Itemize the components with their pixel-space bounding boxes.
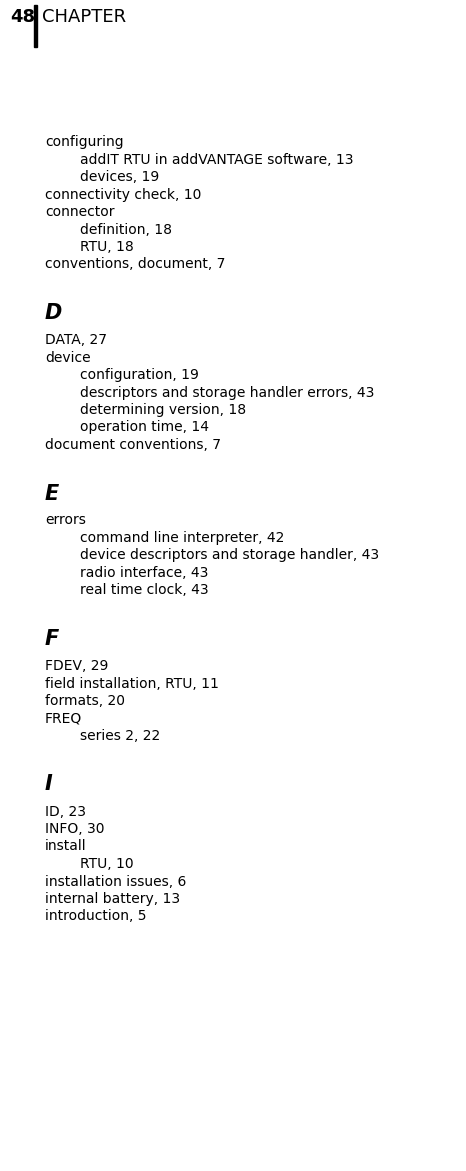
Text: FDEV, 29: FDEV, 29 [45,659,109,673]
Text: internal battery, 13: internal battery, 13 [45,892,180,906]
Text: real time clock, 43: real time clock, 43 [80,583,209,597]
Text: series 2, 22: series 2, 22 [80,730,160,744]
Text: installation issues, 6: installation issues, 6 [45,875,186,889]
Text: INFO, 30: INFO, 30 [45,822,104,836]
Text: connectivity check, 10: connectivity check, 10 [45,187,201,201]
Text: determining version, 18: determining version, 18 [80,403,246,417]
Text: operation time, 14: operation time, 14 [80,420,209,434]
Text: install: install [45,840,87,854]
Text: RTU, 10: RTU, 10 [80,857,134,871]
Text: DATA, 27: DATA, 27 [45,333,107,347]
Text: 48: 48 [10,8,35,26]
Text: device: device [45,350,90,364]
Text: command line interpreter, 42: command line interpreter, 42 [80,530,284,545]
Text: descriptors and storage handler errors, 43: descriptors and storage handler errors, … [80,385,374,399]
Text: D: D [45,303,62,323]
Text: radio interface, 43: radio interface, 43 [80,566,208,580]
Text: I: I [45,774,53,794]
Text: E: E [45,484,59,504]
Text: conventions, document, 7: conventions, document, 7 [45,258,226,272]
Text: CHAPTER: CHAPTER [42,8,126,26]
Text: errors: errors [45,514,86,527]
Text: formats, 20: formats, 20 [45,694,125,708]
Bar [34,5,36,47]
Text: addIT RTU in addVANTAGE software, 13: addIT RTU in addVANTAGE software, 13 [80,152,354,166]
Text: FREQ: FREQ [45,712,82,726]
Text: document conventions, 7: document conventions, 7 [45,438,221,452]
Text: F: F [45,629,59,649]
Text: connector: connector [45,205,115,219]
Text: configuration, 19: configuration, 19 [80,368,199,382]
Text: configuring: configuring [45,135,123,149]
Text: introduction, 5: introduction, 5 [45,910,146,924]
Text: devices, 19: devices, 19 [80,170,159,184]
Text: ID, 23: ID, 23 [45,804,86,819]
Text: RTU, 18: RTU, 18 [80,240,134,254]
Text: field installation, RTU, 11: field installation, RTU, 11 [45,677,219,691]
Text: definition, 18: definition, 18 [80,222,172,237]
Text: device descriptors and storage handler, 43: device descriptors and storage handler, … [80,548,379,562]
